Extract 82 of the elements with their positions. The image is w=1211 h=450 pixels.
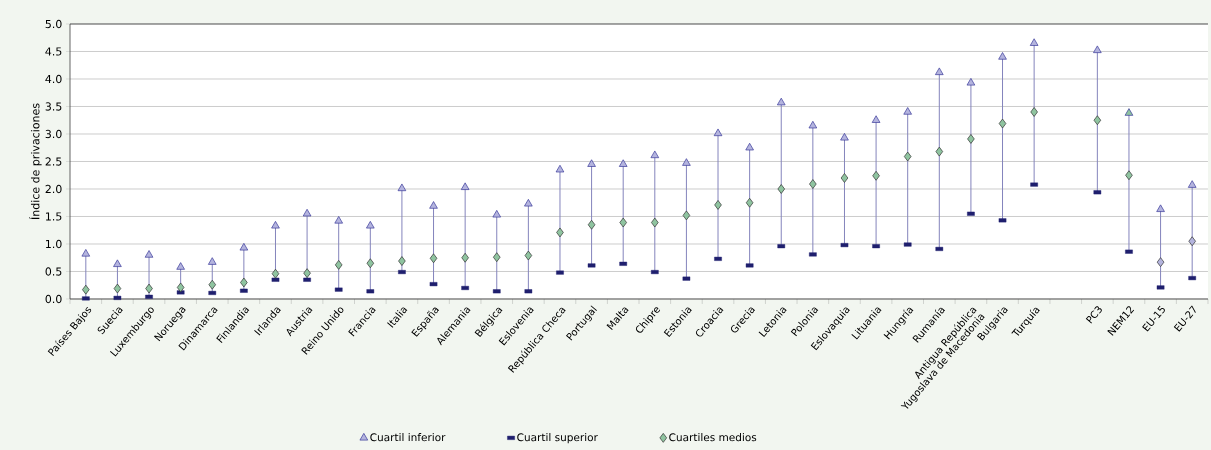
point xyxy=(1093,45,1102,53)
legend-label: Cuartiles medios xyxy=(669,433,757,442)
point xyxy=(302,208,312,217)
point xyxy=(682,210,691,221)
point xyxy=(82,284,90,295)
point xyxy=(682,158,691,166)
point xyxy=(966,78,976,86)
point xyxy=(145,283,153,294)
y-axis-title: Índice de privaciones xyxy=(29,103,42,220)
point xyxy=(1156,204,1165,212)
point xyxy=(81,249,91,257)
point xyxy=(366,220,375,229)
y-tick-label: 2.0 xyxy=(45,184,62,194)
legend-label: Cuartil superior xyxy=(517,433,598,444)
point xyxy=(460,182,470,190)
point xyxy=(808,120,818,129)
point xyxy=(176,282,185,293)
point xyxy=(524,250,533,261)
y-tick-label: 1.5 xyxy=(46,212,62,221)
point xyxy=(303,268,311,278)
y-tick-label: 1.0 xyxy=(46,239,62,249)
point xyxy=(429,201,438,209)
legend-label: Cuartil inferior xyxy=(370,433,446,442)
y-tick-label: 0.5 xyxy=(45,267,62,276)
point xyxy=(650,150,660,159)
point xyxy=(208,257,217,265)
point xyxy=(618,159,628,167)
point xyxy=(1030,107,1038,117)
point xyxy=(619,217,627,228)
point xyxy=(840,173,849,183)
point xyxy=(208,279,216,290)
point xyxy=(556,227,564,238)
point xyxy=(713,128,723,137)
point xyxy=(397,183,407,192)
y-tick-label: 0.0 xyxy=(45,294,62,304)
point xyxy=(871,115,881,123)
y-tick-label: 5.0 xyxy=(45,19,62,29)
point xyxy=(271,268,280,279)
point xyxy=(1187,180,1197,188)
point xyxy=(239,242,249,251)
point xyxy=(872,170,880,181)
point xyxy=(935,146,944,157)
point xyxy=(113,259,122,267)
y-tick-label: 2.5 xyxy=(45,157,62,166)
y-tick-label: 4.0 xyxy=(45,74,62,84)
point xyxy=(493,252,501,263)
point xyxy=(461,252,469,263)
y-tick-label: 4.5 xyxy=(45,47,62,56)
point xyxy=(809,179,817,189)
point xyxy=(271,220,280,229)
point xyxy=(935,67,944,75)
point xyxy=(998,52,1007,60)
point xyxy=(714,200,722,210)
point xyxy=(998,118,1007,129)
point xyxy=(1093,115,1102,126)
point xyxy=(555,164,565,173)
point xyxy=(903,151,912,162)
point xyxy=(587,219,596,230)
point xyxy=(524,198,533,207)
point xyxy=(903,107,912,115)
point xyxy=(745,197,754,208)
point xyxy=(398,256,406,266)
point xyxy=(1029,38,1039,46)
point xyxy=(113,283,122,294)
point xyxy=(587,159,596,167)
point xyxy=(777,184,785,194)
point xyxy=(334,216,343,224)
point xyxy=(745,142,754,151)
point xyxy=(1125,170,1133,181)
y-tick-label: 3.5 xyxy=(45,102,62,111)
point xyxy=(777,97,786,106)
point xyxy=(967,134,975,144)
point xyxy=(651,217,659,228)
point xyxy=(334,260,343,270)
point xyxy=(492,209,501,218)
point xyxy=(144,250,154,258)
point xyxy=(240,277,248,288)
y-tick-label: 3.0 xyxy=(45,129,62,139)
point xyxy=(176,262,185,270)
point xyxy=(840,133,849,141)
point xyxy=(366,258,375,269)
point xyxy=(429,253,438,264)
